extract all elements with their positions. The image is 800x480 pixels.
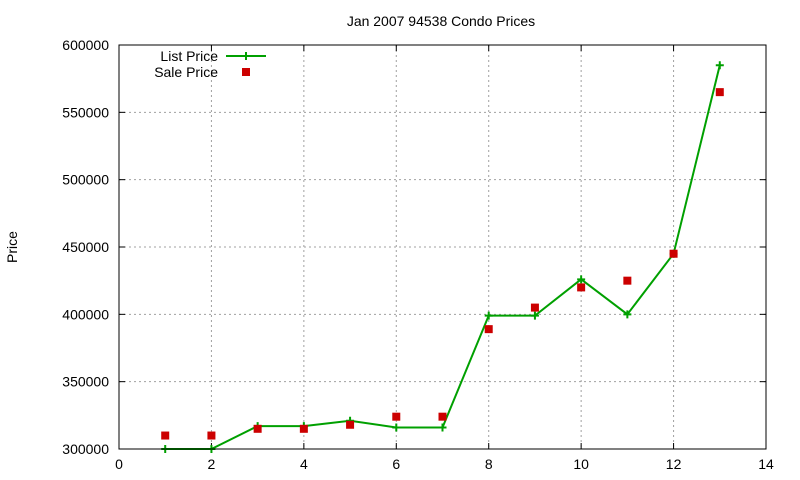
- data-point: [715, 88, 724, 97]
- data-point: [530, 303, 539, 312]
- data-point: [669, 249, 678, 258]
- y-tick-label: 500000: [62, 172, 109, 188]
- series-line: [165, 64, 721, 450]
- data-point: [577, 283, 586, 292]
- x-tick-label: 14: [758, 456, 774, 472]
- series-sale-price: [161, 88, 724, 440]
- legend-label: List Price: [160, 48, 218, 64]
- y-tick-label: 300000: [62, 441, 109, 457]
- plot-frame: [118, 44, 767, 450]
- data-point: [484, 311, 493, 320]
- data-point: [623, 310, 632, 319]
- legend-marker-swatch: [242, 68, 250, 76]
- x-tick-label: 4: [300, 456, 308, 472]
- data-point: [346, 420, 355, 429]
- data-point: [438, 412, 447, 421]
- data-point: [577, 275, 586, 284]
- y-tick-label: 600000: [62, 37, 109, 53]
- y-tick-label: 350000: [62, 374, 109, 390]
- legend-marker-swatch: [242, 52, 250, 60]
- data-point: [530, 311, 539, 320]
- data-series: [161, 61, 724, 453]
- data-point: [484, 325, 493, 334]
- data-point: [253, 424, 262, 433]
- data-point: [623, 276, 632, 285]
- y-axis-label: Price: [4, 231, 20, 263]
- x-tick-label: 0: [115, 456, 123, 472]
- x-tick-label: 10: [573, 456, 589, 472]
- x-tick-label: 12: [666, 456, 682, 472]
- data-point: [392, 423, 401, 432]
- chart-title: Jan 2007 94538 Condo Prices: [347, 13, 535, 29]
- x-tick-label: 2: [208, 456, 216, 472]
- series-list-price: [161, 61, 724, 453]
- data-point: [392, 412, 401, 421]
- data-point: [715, 61, 724, 70]
- x-tick-label: 6: [392, 456, 400, 472]
- y-tick-label: 400000: [62, 306, 109, 322]
- y-tick-label: 550000: [62, 104, 109, 120]
- data-point: [207, 431, 216, 440]
- axis-tick-labels: 0 2 4 6 8 10 12 14 300000 350000 400000 450000 50000…: [62, 37, 774, 472]
- data-point: [438, 423, 447, 432]
- data-point: [299, 424, 308, 433]
- y-tick-label: 450000: [62, 239, 109, 255]
- x-tick-label: 8: [485, 456, 493, 472]
- data-point: [161, 431, 170, 440]
- grid-lines: [119, 45, 766, 449]
- axis-ticks: [118, 44, 767, 450]
- legend-label: Sale Price: [154, 64, 218, 80]
